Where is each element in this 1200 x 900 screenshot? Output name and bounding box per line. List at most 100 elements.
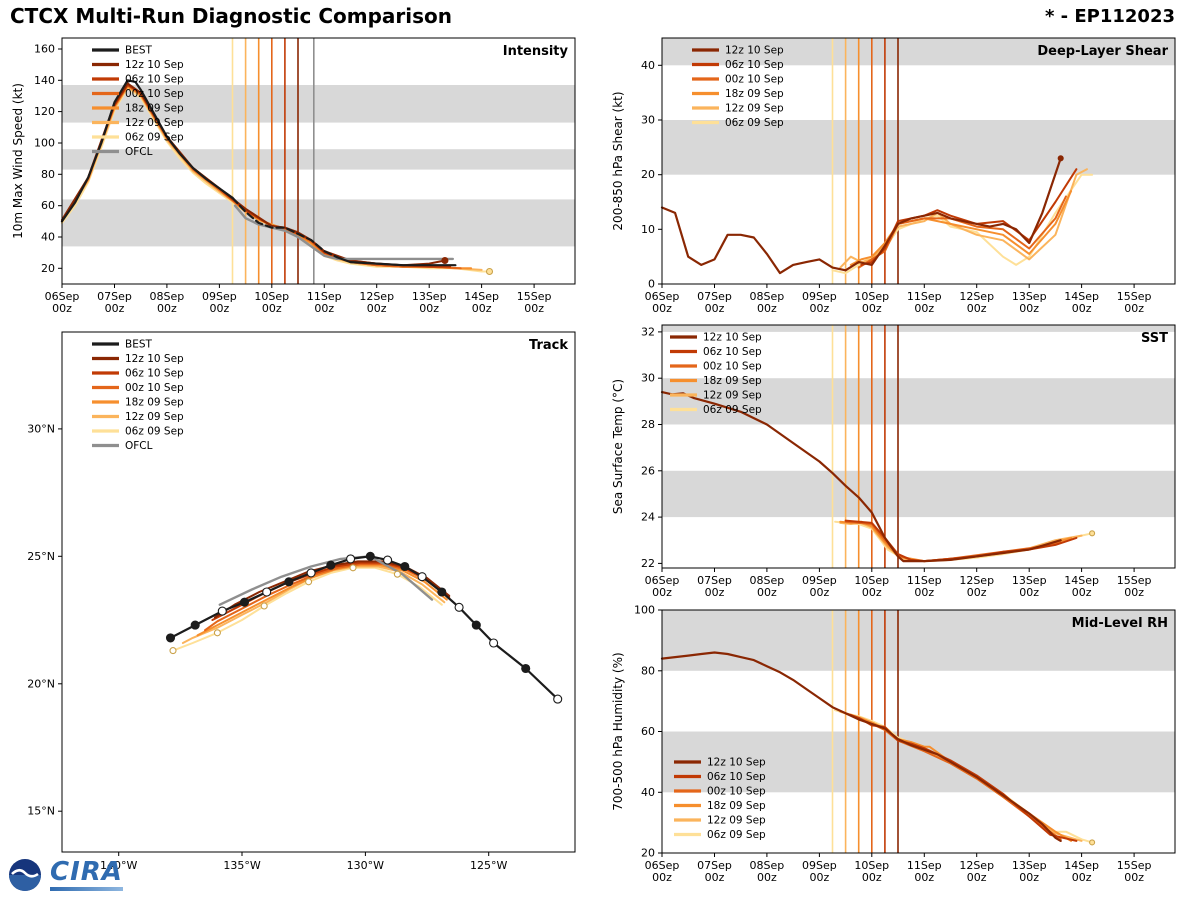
x-tick-label: 06Sep 00z: [645, 290, 680, 315]
legend-label-r18z09: 18z 09 Sep: [725, 88, 784, 100]
x-tick-label: 06Sep 00z: [45, 290, 80, 315]
panel-rh: 20 40 60 80 100 06Sep 00z 07Sep 00z 08Sep 00z 09Sep…: [611, 604, 1176, 884]
legend-label-best: BEST: [125, 339, 153, 351]
y-tick-label: 120: [34, 105, 55, 118]
x-tick-label: 14Sep 00z: [1064, 574, 1099, 599]
y-axis-label: 700-500 hPa Humidity (%): [611, 652, 625, 810]
data-point: [417, 572, 427, 582]
y-axis-label: Sea Surface Temp (°C): [611, 379, 625, 514]
series-r18z09: [196, 564, 448, 637]
legend-label-r06z09: 06z 09 Sep: [707, 829, 766, 841]
y-tick-label: 30°N: [27, 422, 55, 435]
x-tick-label: 11Sep 00z: [907, 574, 942, 599]
data-point: [365, 551, 375, 561]
y-tick-label: 100: [634, 604, 655, 617]
axes-frame: [661, 37, 1176, 285]
data-point: [521, 663, 531, 674]
data-point: [217, 606, 227, 616]
x-tick-label: 10Sep 00z: [854, 290, 889, 315]
x-tick-label: 13Sep 00z: [1012, 290, 1047, 315]
x-tick-label: 07Sep 00z: [697, 574, 732, 599]
cira-logo: CIRA: [50, 859, 123, 891]
x-tick-label: 14Sep 00z: [464, 290, 499, 315]
x-tick-label: 08Sep 00z: [750, 290, 785, 315]
data-point: [284, 577, 294, 587]
legend-label-r06z09: 06z 09 Sep: [125, 132, 184, 144]
legend: BEST 12z 10 Sep 06z 10 Sep 00z 10 Sep 18z 09…: [92, 339, 184, 452]
legend-label-r12z10: 12z 10 Sep: [125, 59, 184, 71]
cira-logo-bar: [50, 887, 123, 891]
x-tick-label: 12Sep 00z: [359, 290, 394, 315]
legend-label-ofcl: OFCL: [125, 146, 153, 158]
y-tick-label: 30: [641, 372, 655, 385]
x-tick-label: 10Sep 00z: [254, 290, 289, 315]
x-tick-label: 135°W: [223, 859, 260, 872]
legend-label-r00z10: 00z 10 Sep: [703, 361, 762, 373]
panel-track: 15°N 20°N 25°N 30°N 140°W 135°W 130°W 125°W Trac…: [27, 331, 576, 872]
data-point: [346, 554, 356, 564]
legend-label-r06z10: 06z 10 Sep: [125, 368, 184, 380]
footer-logos: CIRA: [8, 858, 123, 892]
x-tick-label: 130°W: [347, 859, 384, 872]
y-tick-label: 140: [34, 74, 55, 87]
x-tick-label: 09Sep 00z: [202, 290, 237, 315]
y-tick-label: 15°N: [27, 805, 55, 818]
data-point: [383, 555, 393, 565]
data-point: [260, 602, 268, 610]
data-point: [1089, 530, 1096, 537]
panel-shear: 0 10 20 30 40 06Sep 00z 07Sep 00z 08Sep 00z 09Sep 00…: [611, 37, 1176, 315]
data-point: [400, 561, 410, 572]
y-tick-label: 40: [641, 59, 655, 72]
y-tick-label: 22: [641, 557, 655, 570]
data-point: [1089, 839, 1096, 846]
legend-label-r18z09: 18z 09 Sep: [707, 800, 766, 812]
x-tick-label: 13Sep 00z: [1012, 574, 1047, 599]
y-tick-label: 160: [34, 42, 55, 55]
x-tick-label: 14Sep 00z: [1064, 290, 1099, 315]
panel-title: Track: [529, 338, 568, 353]
y-tick-label: 80: [41, 168, 55, 181]
legend-label-r12z09: 12z 09 Sep: [725, 103, 784, 115]
data-point: [441, 256, 449, 265]
x-tick-label: 11Sep 00z: [907, 290, 942, 315]
data-point: [489, 638, 499, 648]
x-tick-label: 07Sep 00z: [97, 290, 132, 315]
x-tick-label: 09Sep 00z: [802, 574, 837, 599]
legend-label-r12z09: 12z 09 Sep: [125, 411, 184, 423]
y-tick-label: 24: [641, 511, 655, 524]
panel-title: SST: [1141, 331, 1168, 346]
series-r12z10: [660, 651, 1062, 842]
x-tick-label: 06Sep 00z: [645, 574, 680, 599]
series-best: [60, 79, 234, 223]
data-point: [553, 694, 563, 704]
legend-label-r06z10: 06z 10 Sep: [725, 59, 784, 71]
y-tick-label: 20: [641, 168, 655, 181]
y-tick-label: 100: [34, 136, 55, 149]
legend-label-r06z09: 06z 09 Sep: [725, 117, 784, 129]
panel-title: Intensity: [503, 44, 569, 59]
shaded-band: [662, 120, 1175, 175]
x-tick-label: 07Sep 00z: [697, 290, 732, 315]
legend-label-r12z10: 12z 10 Sep: [725, 45, 784, 57]
y-tick-label: 80: [641, 664, 655, 677]
data-point: [306, 568, 316, 578]
x-tick-label: 12Sep 00z: [959, 574, 994, 599]
legend-label-r12z10: 12z 10 Sep: [703, 332, 762, 344]
x-tick-label: 12Sep 00z: [959, 290, 994, 315]
y-tick-label: 0: [648, 278, 655, 291]
data-point: [485, 267, 494, 276]
legend-label-r00z10: 00z 10 Sep: [707, 786, 766, 798]
legend-label-r00z10: 00z 10 Sep: [725, 74, 784, 86]
legend-label-r18z09: 18z 09 Sep: [703, 375, 762, 387]
x-tick-label: 13Sep 00z: [412, 290, 447, 315]
series-r12z10: [660, 157, 1062, 275]
legend-label-ofcl: OFCL: [125, 440, 153, 452]
legend-label-r12z10: 12z 10 Sep: [707, 757, 766, 769]
y-tick-label: 60: [41, 199, 55, 212]
x-tick-label: 15Sep 00z: [1117, 859, 1152, 884]
x-tick-label: 07Sep 00z: [697, 859, 732, 884]
y-tick-label: 60: [641, 725, 655, 738]
legend-label-r06z09: 06z 09 Sep: [703, 404, 762, 416]
legend-label-r06z10: 06z 10 Sep: [703, 346, 762, 358]
